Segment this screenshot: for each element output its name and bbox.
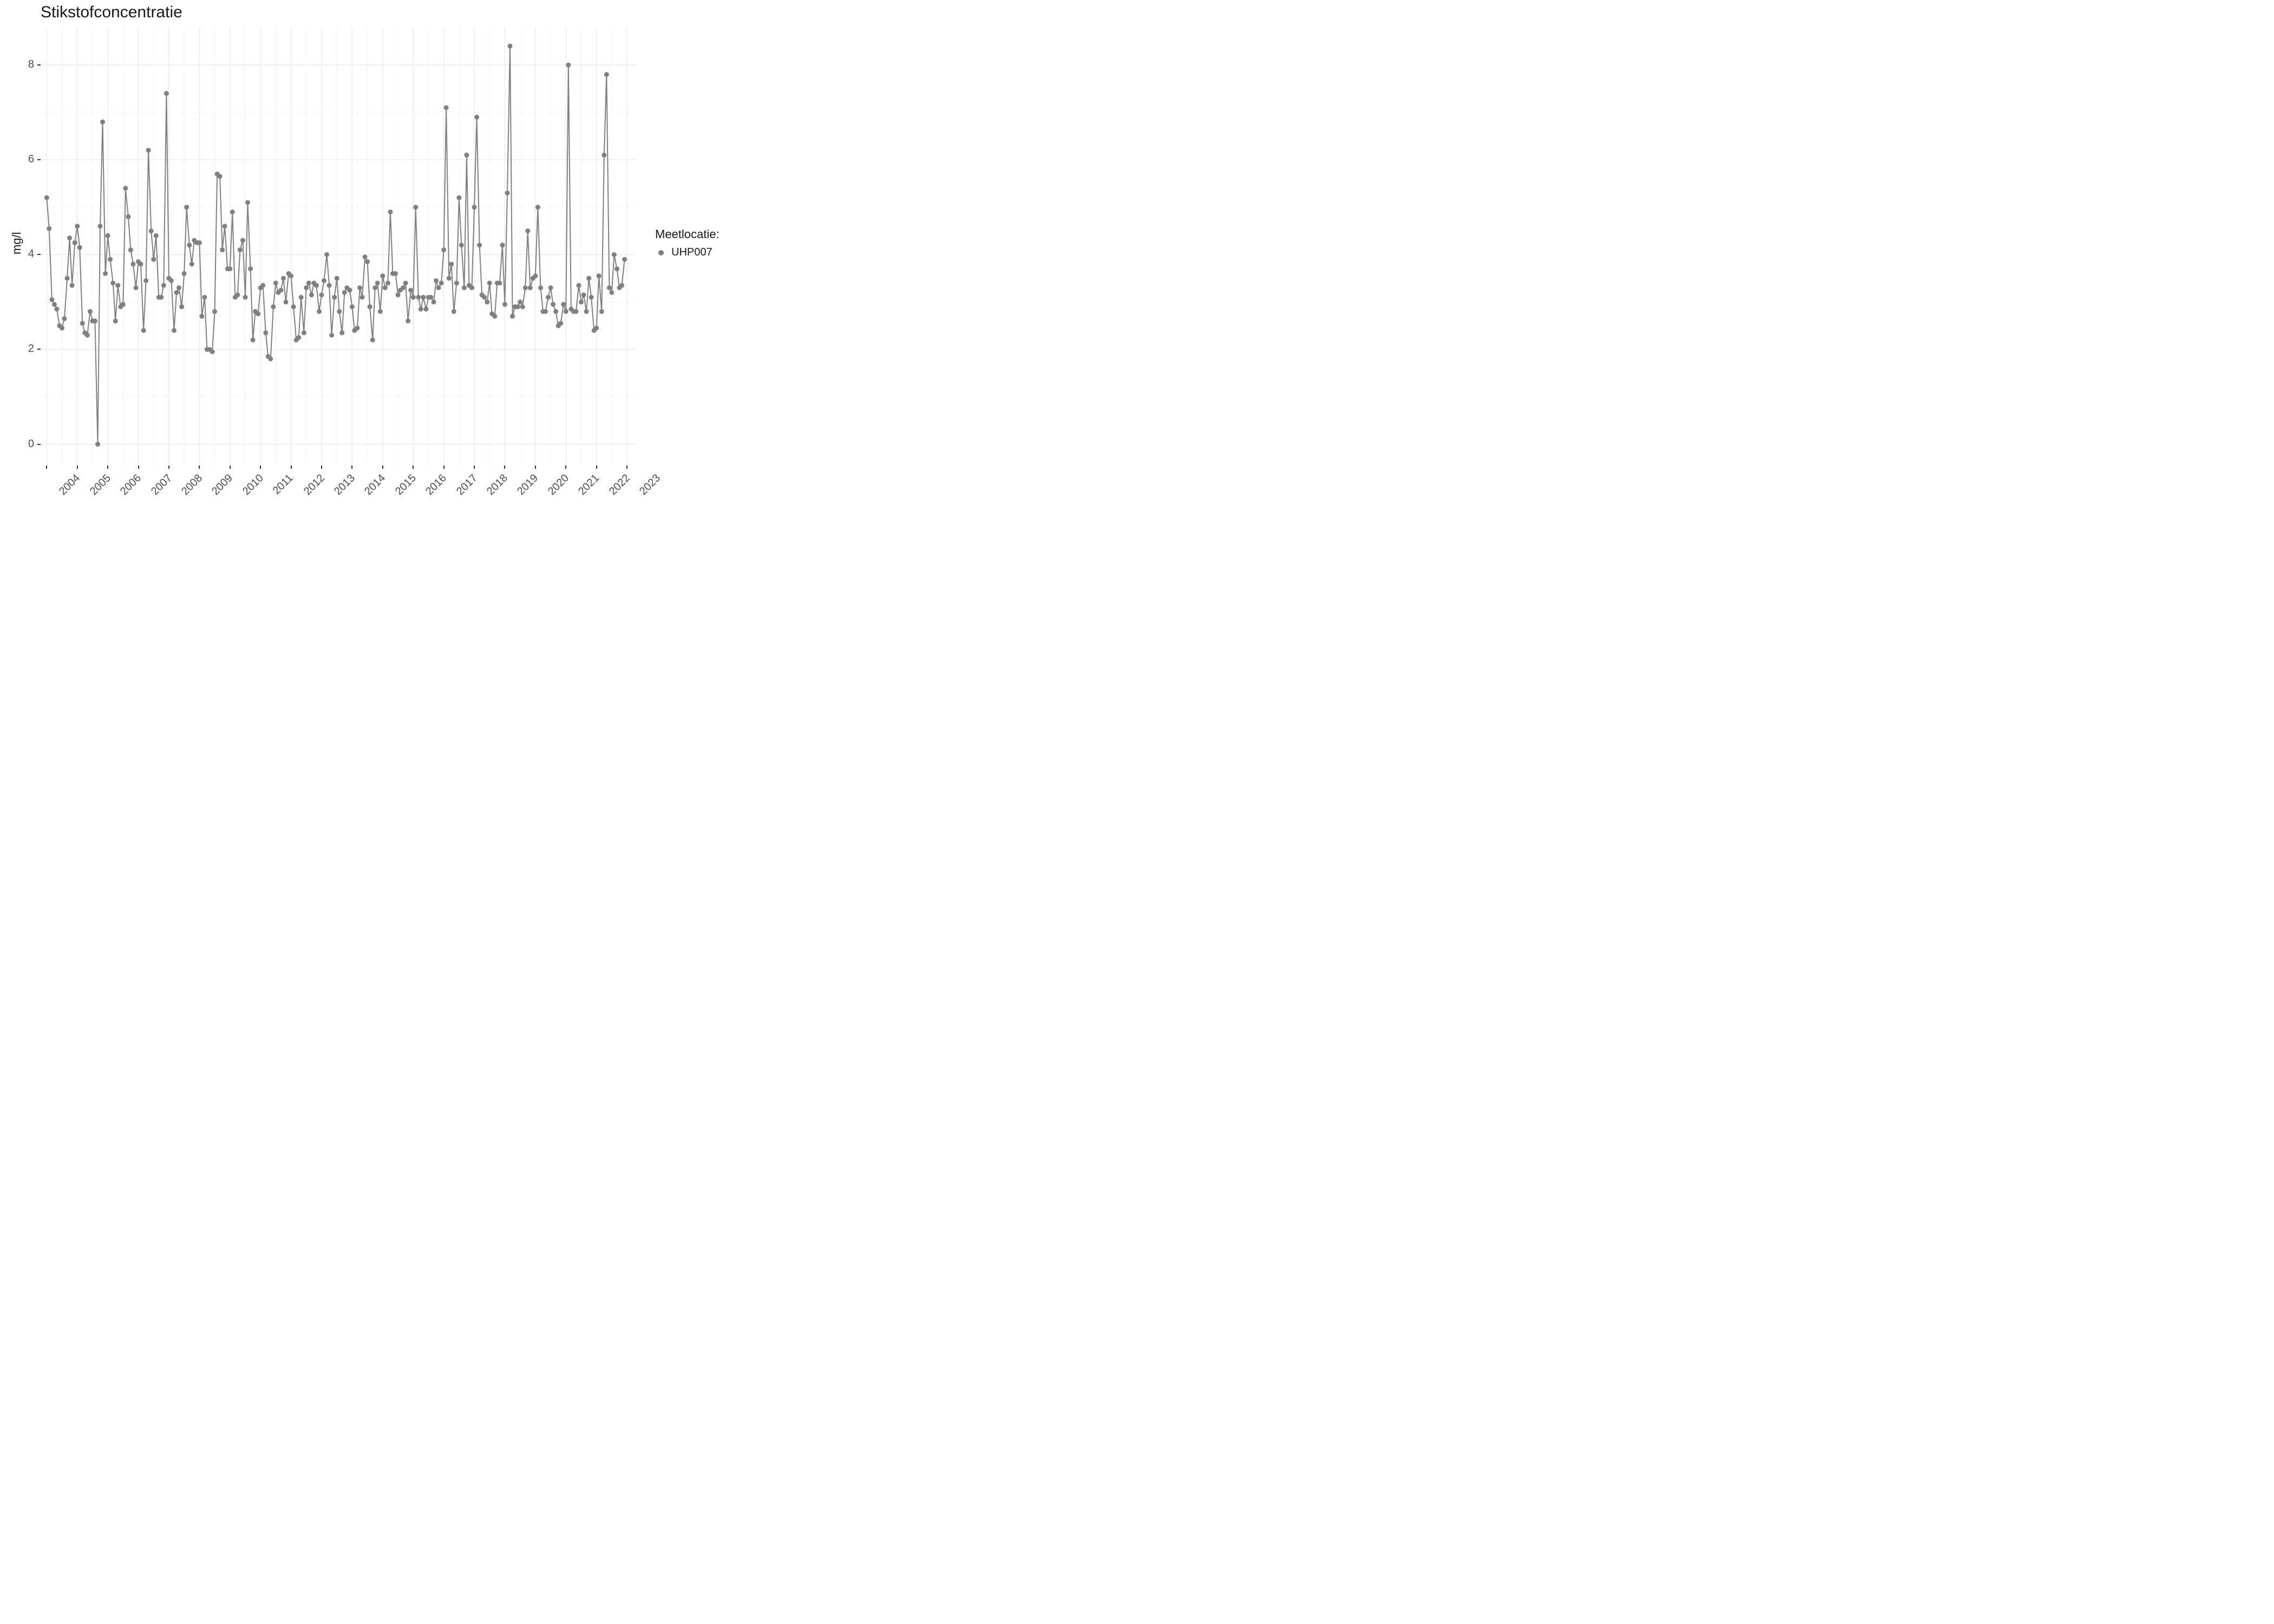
- x-tick-mark: [443, 466, 445, 469]
- x-tick-label: 2004: [57, 472, 83, 498]
- x-tick-mark: [413, 466, 414, 469]
- legend-item-label: UHP007: [671, 246, 713, 259]
- x-tick-label: 2015: [393, 472, 419, 498]
- x-tick-mark: [46, 466, 47, 469]
- y-tick-mark: [37, 444, 41, 445]
- y-tick-label: 6: [28, 153, 34, 166]
- x-tick-label: 2009: [210, 472, 236, 498]
- x-tick-mark: [504, 466, 505, 469]
- y-tick-mark: [37, 254, 41, 255]
- x-tick-mark: [138, 466, 139, 469]
- x-tick-mark: [321, 466, 322, 469]
- x-tick-mark: [230, 466, 231, 469]
- x-tick-label: 2019: [515, 472, 541, 498]
- x-tick-label: 2010: [240, 472, 266, 498]
- x-tick-label: 2013: [332, 472, 358, 498]
- x-tick-label: 2020: [546, 472, 572, 498]
- x-tick-mark: [474, 466, 475, 469]
- chart-plot: [41, 27, 636, 466]
- x-tick-mark: [77, 466, 78, 469]
- x-tick-mark: [565, 466, 566, 469]
- y-tick-label: 2: [28, 343, 34, 355]
- x-tick-label: 2021: [576, 472, 602, 498]
- x-tick-label: 2011: [271, 472, 296, 497]
- x-tick-mark: [107, 466, 108, 469]
- legend-title: Meetlocatie:: [655, 227, 720, 241]
- legend-dot-icon: [658, 250, 664, 256]
- x-tick-mark: [291, 466, 292, 469]
- x-tick-mark: [535, 466, 536, 469]
- x-tick-label: 2012: [302, 472, 328, 498]
- x-tick-mark: [596, 466, 597, 469]
- y-tick-label: 4: [28, 248, 34, 260]
- x-tick-label: 2022: [607, 472, 633, 498]
- legend-key: [655, 247, 667, 259]
- x-tick-label: 2006: [118, 472, 144, 498]
- x-tick-mark: [626, 466, 628, 469]
- y-axis-label: mg/l: [10, 232, 24, 254]
- y-tick-mark: [37, 64, 41, 66]
- x-tick-label: 2007: [149, 472, 175, 498]
- figure: Stikstofconcentratie mg/l Meetlocatie: U…: [0, 0, 758, 541]
- y-tick-label: 8: [28, 58, 34, 71]
- y-tick-mark: [37, 349, 41, 350]
- x-tick-label: 2017: [454, 472, 480, 498]
- x-tick-label: 2008: [179, 472, 205, 498]
- x-tick-label: 2018: [485, 472, 511, 498]
- x-tick-label: 2005: [88, 472, 114, 498]
- x-tick-label: 2023: [637, 472, 663, 498]
- legend-item: UHP007: [655, 246, 713, 259]
- y-tick-label: 0: [28, 438, 34, 450]
- y-tick-mark: [37, 159, 41, 160]
- chart-title: Stikstofconcentratie: [41, 3, 182, 22]
- x-tick-mark: [351, 466, 352, 469]
- x-tick-mark: [168, 466, 169, 469]
- x-tick-label: 2016: [423, 472, 449, 498]
- x-tick-mark: [382, 466, 383, 469]
- x-tick-mark: [199, 466, 200, 469]
- x-tick-mark: [260, 466, 261, 469]
- x-tick-label: 2014: [362, 472, 388, 498]
